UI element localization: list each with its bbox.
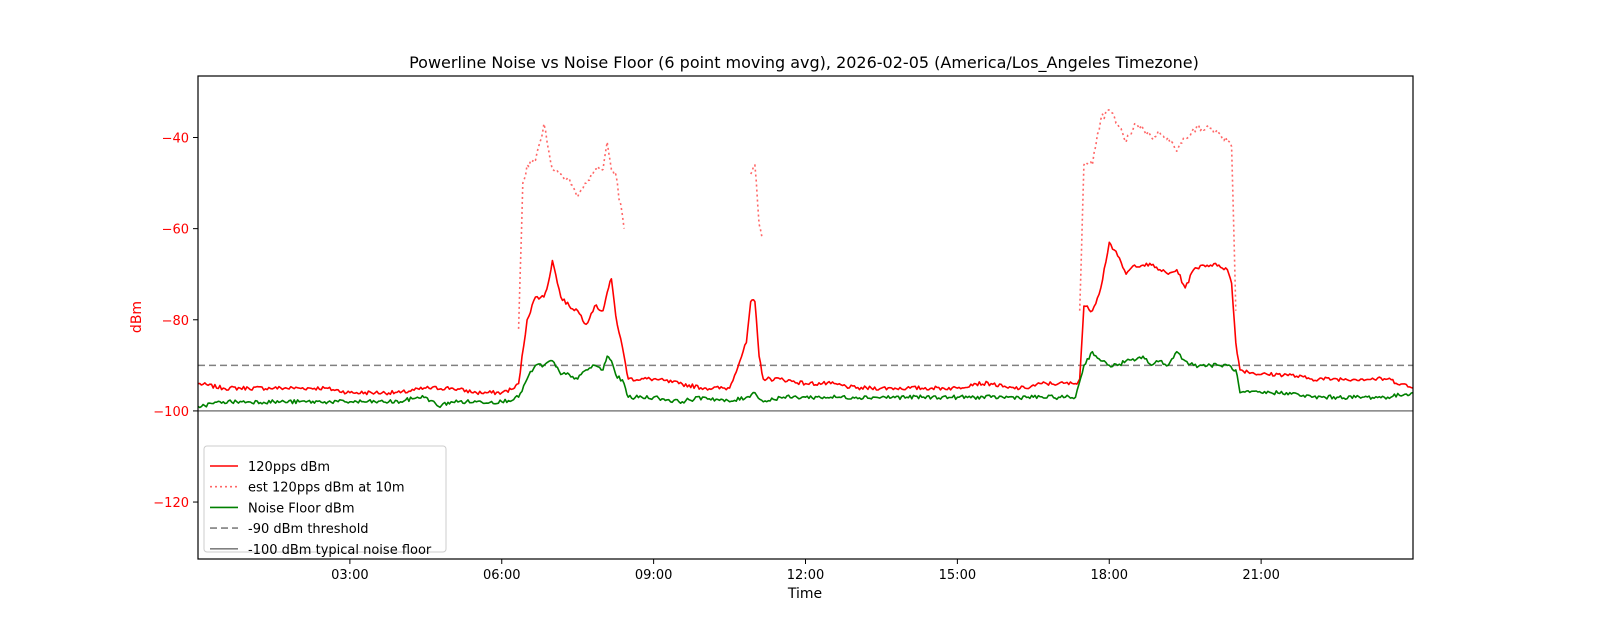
legend-item-est-120pps-dbm-at-10m: est 120pps dBm at 10m xyxy=(210,481,405,496)
legend-item-100-dbm-typical-noise-floor: -100 dBm typical noise floor xyxy=(210,543,432,558)
y-axis: −40 −60 −80 −100 −120 xyxy=(153,132,198,511)
legend-box xyxy=(203,445,447,553)
legend-label: -90 dBm threshold xyxy=(248,522,369,537)
y-tick-label: −60 xyxy=(162,223,189,238)
y-tick-label: −40 xyxy=(162,132,189,147)
legend-item-120pps-dbm: 120pps dBm xyxy=(210,460,330,475)
legend-items: 120pps dBm est 120pps dBm at 10m Noise Flo… xyxy=(210,460,432,558)
series-120pps-dbm-path xyxy=(197,241,1414,396)
x-tick-label: 12:00 xyxy=(787,568,824,583)
legend-item-noise-floor-dbm: Noise Floor dBm xyxy=(210,501,355,516)
x-tick-label: 06:00 xyxy=(483,568,520,583)
y-tick-label: −100 xyxy=(153,405,189,420)
x-axis-label: Time xyxy=(787,586,822,602)
x-tick-label: 15:00 xyxy=(939,568,976,583)
x-tick-label: 21:00 xyxy=(1242,568,1279,583)
x-tick-label: 03:00 xyxy=(331,568,368,583)
series-est-120pps-dbm-at-10m-path xyxy=(1078,108,1237,311)
legend-label: 120pps dBm xyxy=(248,460,330,475)
y-axis-label: dBm xyxy=(129,301,145,333)
legend-label: Noise Floor dBm xyxy=(248,501,355,516)
chart-title: Powerline Noise vs Noise Floor (6 point … xyxy=(409,53,1199,73)
series-noise-floor-dbm-path xyxy=(197,350,1414,409)
legend: 120pps dBm est 120pps dBm at 10m Noise Flo… xyxy=(203,445,447,558)
x-tick-label: 18:00 xyxy=(1091,568,1128,583)
legend-label: -100 dBm typical noise floor xyxy=(248,543,432,558)
series-lines xyxy=(197,108,1414,409)
y-tick-label: −80 xyxy=(162,314,189,329)
x-axis: 03:00 06:00 09:00 12:00 15:00 18:00 21:00 xyxy=(331,559,1280,583)
x-tick-label: 09:00 xyxy=(635,568,672,583)
y-tick-label: −120 xyxy=(153,496,189,511)
legend-item-90-dbm-threshold: -90 dBm threshold xyxy=(210,522,369,537)
series-est-120pps-dbm-at-10m-path xyxy=(750,164,764,239)
series-est-120pps-dbm-at-10m-path xyxy=(517,123,625,329)
legend-label: est 120pps dBm at 10m xyxy=(248,481,405,496)
